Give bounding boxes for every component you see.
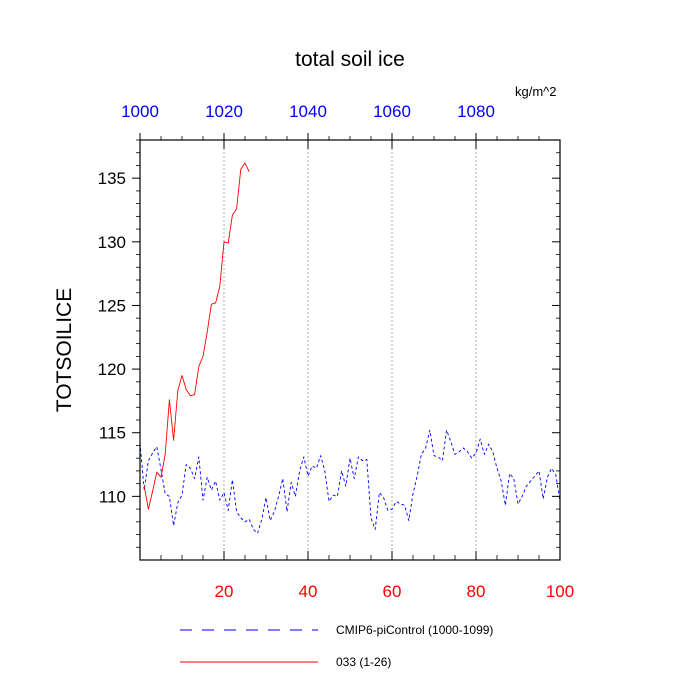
y-axis-label: TOTSOILICE [53, 288, 76, 412]
series-line-1 [139, 429, 561, 534]
x-tick-label: 60 [383, 582, 402, 601]
y-tick-label: 135 [98, 169, 126, 188]
x-tick-label: 100 [546, 582, 574, 601]
y-tick-label: 115 [99, 424, 126, 443]
legend-label-1: CMIP6-piControl (1000-1099) [336, 623, 493, 637]
top-tick-label: 1060 [373, 102, 411, 121]
x-tick-label: 80 [467, 582, 486, 601]
series-layer [139, 162, 561, 534]
top-tick-label: 1020 [205, 102, 243, 121]
y-tick-label: 130 [98, 233, 126, 252]
top-tick-label: 1040 [289, 102, 327, 121]
legend: CMIP6-piControl (1000-1099) 033 (1-26) [180, 623, 493, 669]
axes: 20 40 60 80 100 1000 1020 1040 1060 1080 110 115 120… [98, 102, 575, 601]
legend-label-2: 033 (1-26) [336, 655, 391, 669]
units-label: kg/m^2 [515, 84, 557, 99]
series-line-2 [143, 162, 250, 510]
plot-frame [139, 139, 561, 561]
grid-lines [223, 140, 477, 560]
y-tick-label: 110 [99, 487, 126, 506]
top-tick-label: 1000 [121, 102, 159, 121]
y-tick-label: 120 [98, 360, 126, 379]
chart-title: total soil ice [295, 48, 405, 71]
y-tick-label: 125 [98, 296, 126, 315]
x-tick-label: 20 [215, 582, 234, 601]
x-tick-label: 40 [299, 582, 318, 601]
top-tick-label: 1080 [457, 102, 495, 121]
